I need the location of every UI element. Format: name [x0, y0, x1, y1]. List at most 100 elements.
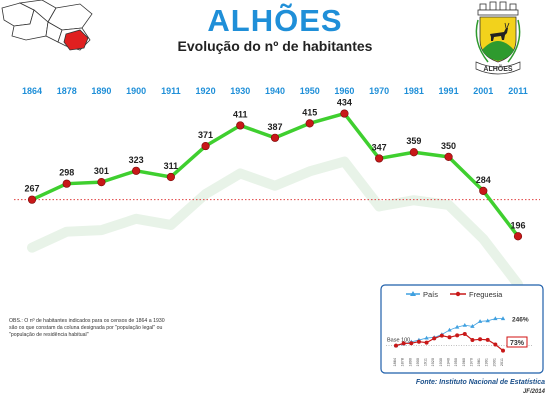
- data-label: 267: [24, 184, 39, 194]
- region-map-thumbnail: [1, 0, 93, 51]
- data-label: 359: [406, 136, 421, 146]
- population-line-chart: 1864 1878 1890 1900 1911 1920 1930 1940 1950 1960…: [14, 86, 540, 290]
- inset-x-tick: 1890: [408, 358, 412, 366]
- pais-point: [462, 322, 467, 327]
- x-tick-label: 1878: [57, 86, 77, 96]
- freguesia-end-box: [506, 336, 528, 348]
- x-tick-label: 1920: [196, 86, 216, 96]
- x-tick-label: 1960: [334, 86, 354, 96]
- x-tick-label: 1991: [439, 86, 459, 96]
- mural-crown-icon: [477, 1, 519, 16]
- x-tick-label: 2011: [508, 86, 528, 96]
- freguesia-point: [424, 340, 429, 345]
- inset-x-tick: 2001: [492, 358, 496, 366]
- data-point: [97, 178, 106, 187]
- freguesia-point: [416, 339, 421, 344]
- coat-of-arms: ALHÕES: [475, 1, 521, 75]
- motto-text: ALHÕES: [483, 64, 513, 73]
- inset-x-tick: 1920: [431, 358, 435, 366]
- freguesia-point: [409, 341, 414, 346]
- data-point: [444, 152, 453, 161]
- freguesia-highlight: [63, 29, 89, 51]
- page-title: ALHÕES: [207, 3, 343, 38]
- data-point: [236, 121, 245, 130]
- deer-icon: [490, 22, 510, 41]
- data-point: [340, 109, 349, 118]
- observation-note: OBS.: O nº de habitantes indicados para …: [9, 318, 165, 338]
- freguesia-point: [447, 335, 452, 340]
- data-point: [201, 141, 210, 151]
- x-tick-label: 1890: [91, 86, 111, 96]
- pais-point: [454, 324, 460, 329]
- page-subtitle: Evolução do nº de habitantes: [177, 38, 373, 54]
- inset-x-tick: 1960: [462, 358, 466, 366]
- data-point: [409, 148, 418, 157]
- data-point: [166, 172, 175, 182]
- x-tick-label: 1930: [230, 86, 250, 96]
- inset-x-tick: 1970: [469, 358, 473, 366]
- inset-x-tick: 1981: [477, 358, 481, 366]
- inset-x-tick: 1930: [439, 358, 443, 366]
- inset-x-tick: 1940: [447, 358, 451, 366]
- inset-x-tick: 1864: [393, 358, 397, 366]
- hill-icon: [482, 41, 514, 61]
- legend-marker-pais: [410, 291, 416, 296]
- freguesia-point: [462, 331, 467, 336]
- freguesia-end-label: 73%: [510, 340, 525, 347]
- base-label: Base 100: [387, 338, 410, 344]
- author-credit: JF/2014: [522, 389, 545, 395]
- freguesia-point: [485, 337, 490, 342]
- freguesia-point: [439, 333, 444, 338]
- pais-point: [493, 316, 498, 321]
- freguesia-point: [394, 343, 398, 348]
- line-shadow: [27, 156, 523, 290]
- data-point: [305, 119, 314, 128]
- data-label: 301: [94, 166, 109, 176]
- legend-label-freguesia: Freguesia: [469, 290, 503, 299]
- freguesia-point: [470, 338, 475, 343]
- inset-x-tick: 1911: [424, 358, 428, 366]
- data-label: 411: [233, 109, 248, 119]
- legend-label-pais: País: [423, 290, 438, 299]
- pais-point: [470, 324, 475, 328]
- data-point: [270, 133, 280, 142]
- data-point: [27, 195, 37, 204]
- pais-point: [500, 316, 506, 321]
- inset-x-tick: 1878: [401, 358, 405, 366]
- inset-x-tick: 2011: [500, 358, 504, 366]
- data-point: [62, 179, 71, 188]
- inset-x-tick: 1900: [416, 358, 420, 366]
- data-point: [513, 232, 523, 241]
- data-label: 196: [510, 220, 525, 230]
- freguesia-point: [478, 337, 483, 342]
- freguesia-point: [493, 342, 498, 347]
- data-label: 371: [198, 130, 213, 140]
- inset-x-tick: 1950: [454, 358, 458, 366]
- data-label: 311: [164, 161, 179, 171]
- x-tick-label: 1864: [22, 86, 42, 96]
- pais-point: [424, 335, 429, 340]
- freguesia-point: [401, 341, 406, 346]
- data-label: 323: [129, 155, 144, 165]
- data-label: 415: [302, 107, 317, 117]
- x-tick-label: 1900: [126, 86, 146, 96]
- x-tick-label: 1940: [265, 86, 285, 96]
- data-label: 387: [267, 122, 282, 132]
- data-label: 298: [59, 168, 74, 178]
- data-point: [132, 166, 141, 175]
- data-label: 284: [476, 175, 491, 185]
- x-tick-label: 2001: [473, 86, 493, 96]
- data-point: [375, 154, 384, 163]
- x-tick-label: 1950: [300, 86, 320, 96]
- data-label: 434: [337, 98, 352, 108]
- pais-point: [447, 327, 452, 332]
- inset-x-tick: 1991: [485, 358, 489, 366]
- x-tick-label: 1970: [369, 86, 389, 96]
- x-tick-label: 1981: [404, 86, 424, 96]
- legend-marker-freguesia: [455, 291, 461, 297]
- freguesia-point: [455, 333, 460, 338]
- source-credit: Fonte: Instituto Nacional de Estatística: [415, 379, 545, 386]
- pais-end-label: 246%: [512, 317, 529, 324]
- x-tick-label: 1911: [161, 86, 181, 96]
